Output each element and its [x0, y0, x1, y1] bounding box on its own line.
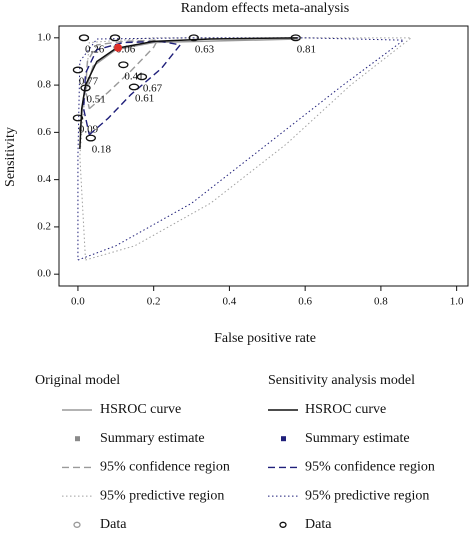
legend-heading: Original model: [35, 373, 120, 388]
data-point: [136, 73, 148, 81]
data-point-label: 0.67: [143, 82, 163, 94]
data-point-label: 0.26: [85, 43, 105, 55]
x-tick-label: 0.4: [223, 296, 237, 308]
data-point-label: 0.51: [87, 93, 106, 105]
predictive-line: [77, 37, 406, 261]
legend-label: HSROC curve: [305, 402, 386, 417]
legend-swatch: [73, 521, 81, 528]
data-point-label: 0.09: [79, 123, 99, 135]
x-tick-label: 0.0: [71, 296, 85, 308]
predictive-line: [79, 37, 413, 261]
data-point-label: 0.41: [124, 70, 143, 82]
data-point-label: 0.61: [135, 93, 154, 105]
x-tick-label: 0.6: [298, 296, 312, 308]
data-point: [78, 34, 90, 42]
legend-swatch: [75, 436, 80, 442]
confidence-line: [84, 39, 159, 110]
y-tick-label: 0.2: [37, 220, 51, 232]
data-point: [188, 34, 199, 42]
x-axis-label: False positive rate: [214, 331, 316, 346]
plot-frame: [58, 25, 469, 287]
y-tick-label: 1.0: [37, 31, 51, 43]
y-tick-label: 0.8: [37, 79, 51, 91]
data-point: [128, 83, 140, 91]
x-tick-label: 0.8: [374, 296, 388, 308]
x-tick-label: 1.0: [450, 296, 464, 308]
legend-label: 95% confidence region: [305, 460, 435, 475]
chart-title: Random effects meta-analysis: [181, 1, 349, 16]
data-point: [72, 66, 84, 74]
legend-label: 95% predictive region: [100, 488, 224, 503]
y-tick-label: 0.4: [37, 173, 51, 185]
legend-swatch: [281, 436, 286, 442]
legend-label: Summary estimate: [100, 431, 205, 446]
legend-label: Data: [100, 517, 127, 532]
legend-label: Data: [305, 517, 332, 532]
data-point: [118, 61, 129, 69]
y-tick-label: 0.6: [37, 126, 51, 138]
y-axis-label: Sensitivity: [3, 127, 18, 187]
x-tick-label: 0.2: [147, 296, 161, 308]
hsroc-line: [79, 37, 298, 149]
data-point-label: 0.63: [195, 43, 215, 55]
confidence-line: [82, 40, 182, 136]
summary-point: [114, 43, 123, 52]
legend-label: Summary estimate: [305, 431, 410, 446]
data-point: [109, 34, 121, 42]
data-point: [290, 34, 301, 42]
data-point: [80, 84, 91, 92]
legend-swatch: [279, 521, 287, 528]
hsroc-line: [79, 38, 298, 133]
data-point-label: 0.81: [297, 43, 316, 55]
data-point-label: 0.18: [92, 144, 112, 156]
y-tick-label: 0.0: [37, 268, 51, 280]
legend-label: 95% confidence region: [100, 460, 230, 475]
legend-label: HSROC curve: [100, 402, 181, 417]
legend-label: 95% predictive region: [305, 488, 429, 503]
data-point: [85, 134, 96, 142]
legend-heading: Sensitivity analysis model: [268, 373, 415, 388]
data-point: [72, 114, 84, 122]
data-point-label: 0.77: [79, 75, 99, 87]
